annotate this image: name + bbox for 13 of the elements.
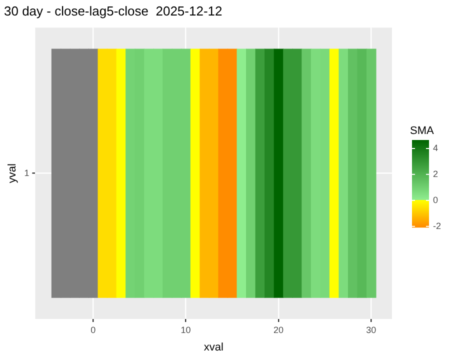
x-axis-title: xval	[204, 341, 224, 354]
y-tick-label: 1	[24, 168, 30, 178]
x-tick-label: 20	[273, 324, 284, 335]
color-bar-label: 2	[433, 168, 438, 179]
color-bar-title: SMA	[410, 125, 434, 137]
color-bar-label: 4	[433, 142, 438, 153]
x-tick-label: 30	[366, 324, 376, 335]
color-bar-label: 0	[433, 194, 438, 205]
x-tick-label: 0	[90, 324, 96, 335]
x-tick-label: 10	[180, 324, 191, 335]
y-axis-title: yval	[6, 164, 19, 184]
chart-title: 30 day - close-lag5-close 2025-12-12	[4, 3, 222, 18]
color-bar-label: -2	[433, 220, 442, 231]
